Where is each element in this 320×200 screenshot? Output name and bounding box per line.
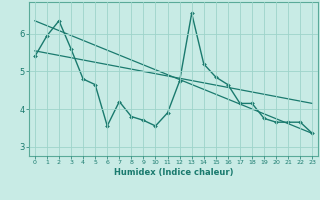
X-axis label: Humidex (Indice chaleur): Humidex (Indice chaleur) [114, 168, 233, 177]
